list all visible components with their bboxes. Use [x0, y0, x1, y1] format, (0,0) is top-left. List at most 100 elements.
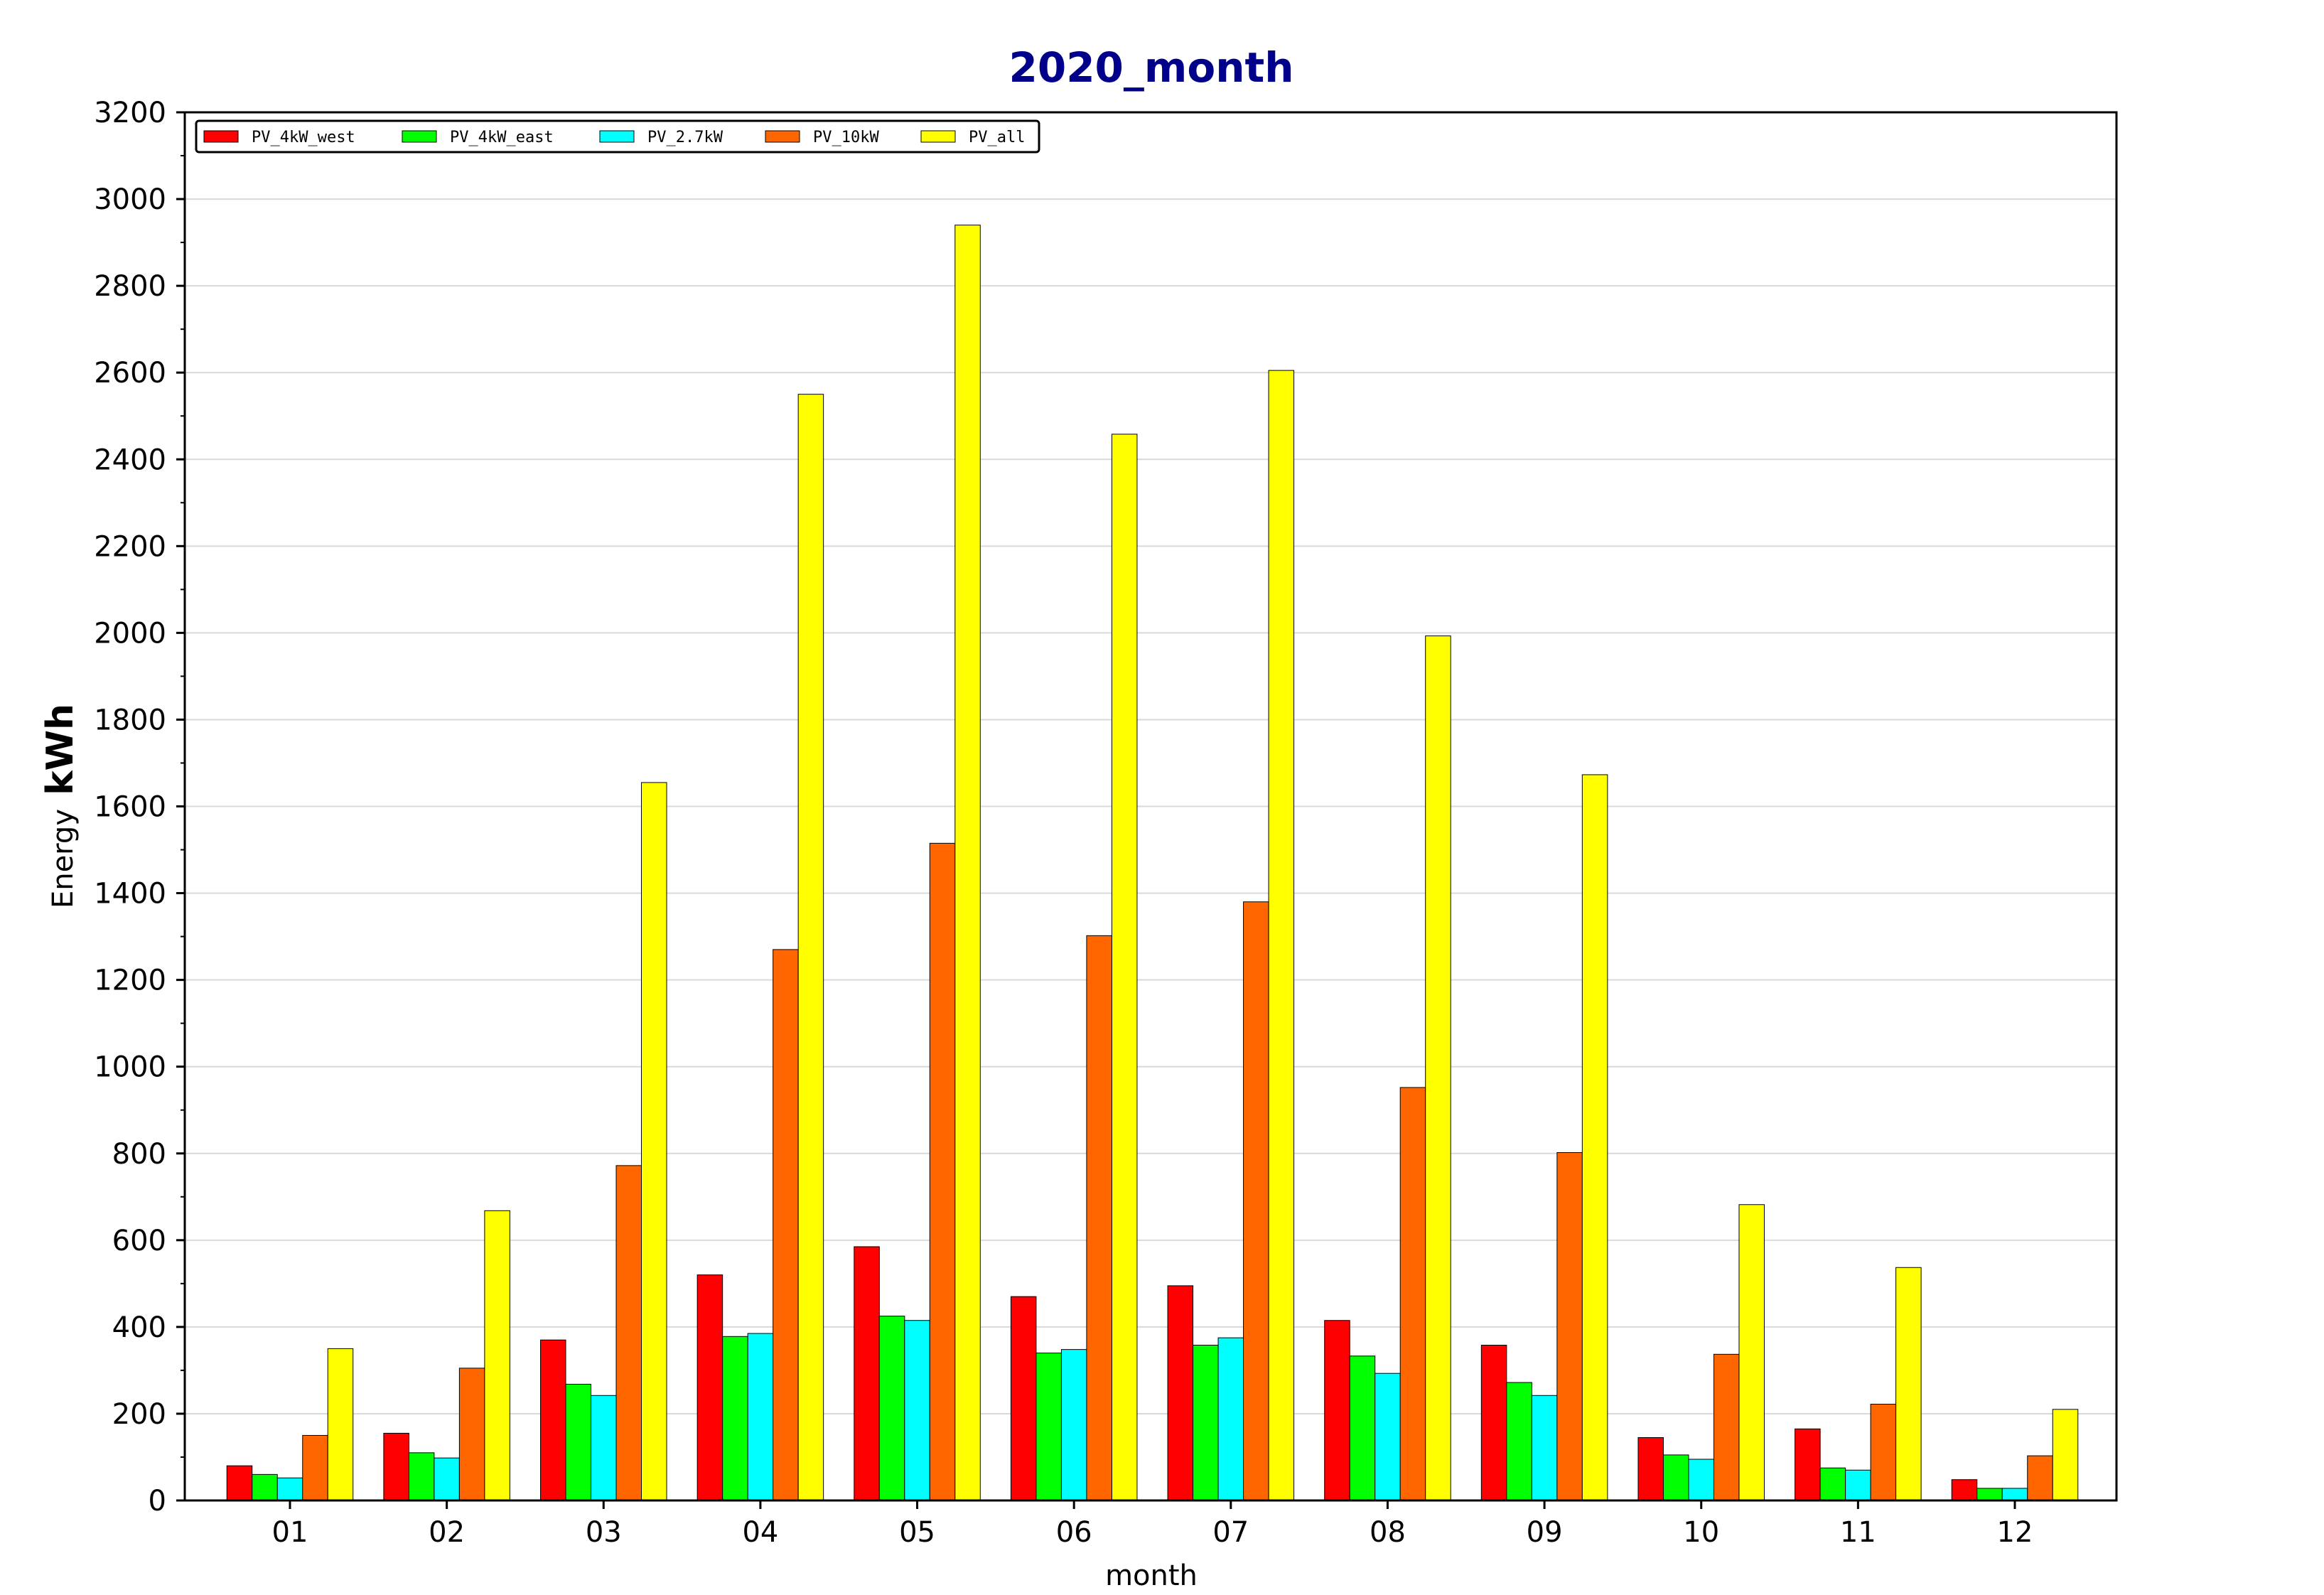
- bar-PV_all-05: [954, 225, 981, 1501]
- bar-PV_all-07: [1268, 370, 1295, 1501]
- bar-PV_4kW_west-06: [1010, 1296, 1037, 1501]
- bar-PV_4kW_west-10: [1637, 1437, 1664, 1501]
- bar-PV_2.7kW-05: [904, 1320, 930, 1501]
- bar-PV_all-03: [641, 782, 667, 1501]
- y-tick-label: 0: [149, 1485, 166, 1518]
- bar-PV_10kW-07: [1243, 901, 1269, 1501]
- bar-PV_4kW_west-09: [1480, 1345, 1507, 1501]
- bar-PV_all-12: [2052, 1409, 2079, 1501]
- bar-PV_all-09: [1581, 774, 1608, 1501]
- y-axis-label: Energy kWh: [39, 704, 82, 908]
- legend-label-PV_4kW_east: PV_4kW_east: [450, 129, 554, 146]
- bar-PV_4kW_east-01: [252, 1473, 278, 1501]
- x-tick-label: 03: [586, 1516, 622, 1549]
- legend-swatch-PV_10kW: [765, 130, 800, 143]
- bar-PV_10kW-01: [302, 1434, 328, 1501]
- y-tick-label: 600: [112, 1225, 166, 1257]
- x-tick-label: 10: [1683, 1516, 1719, 1549]
- bar-PV_2.7kW-11: [1845, 1469, 1871, 1501]
- legend-label-PV_2.7kW: PV_2.7kW: [647, 129, 723, 146]
- bar-PV_all-02: [484, 1210, 510, 1501]
- y-axis-label-prefix: Energy: [47, 809, 80, 908]
- bar-PV_2.7kW-09: [1531, 1395, 1558, 1501]
- legend-label-PV_10kW: PV_10kW: [813, 129, 879, 146]
- bar-PV_all-10: [1738, 1204, 1765, 1501]
- bar-PV_4kW_east-12: [1976, 1488, 2003, 1501]
- bar-PV_4kW_west-11: [1795, 1428, 1821, 1501]
- bar-PV_all-04: [797, 394, 824, 1501]
- bar-PV_4kW_west-01: [226, 1465, 253, 1501]
- x-tick-label: 09: [1527, 1516, 1563, 1549]
- legend: PV_4kW_west PV_4kW_east PV_2.7kW PV_10kW PV_…: [195, 119, 1040, 154]
- bar-PV_10kW-05: [929, 842, 956, 1501]
- y-axis-label-unit: kWh: [39, 704, 82, 795]
- bar-PV_2.7kW-10: [1688, 1459, 1714, 1501]
- x-tick-label: 04: [742, 1516, 778, 1549]
- legend-swatch-PV_4kW_east: [402, 130, 437, 143]
- y-tick-label: 200: [112, 1398, 166, 1431]
- bar-PV_2.7kW-04: [747, 1333, 774, 1501]
- y-tick-label: 1000: [94, 1051, 166, 1084]
- y-axis-ticks: 0 200 400 600 800 1000 1200 1400 1600 1800 2000 220…: [94, 97, 185, 1518]
- x-tick-label: 06: [1056, 1516, 1092, 1549]
- y-tick-label: 400: [112, 1311, 166, 1344]
- x-axis-ticks: 01 02 03 04 05 06 07 08 09 10 11 12: [272, 1500, 2033, 1549]
- x-tick-label: 07: [1212, 1516, 1249, 1549]
- y-tick-label: 2000: [94, 617, 166, 650]
- bar-PV_4kW_east-10: [1662, 1454, 1689, 1501]
- bar-PV_10kW-12: [2027, 1455, 2053, 1501]
- y-tick-label: 1200: [94, 965, 166, 997]
- bar-PV_4kW_east-04: [722, 1336, 748, 1501]
- bars: [226, 225, 2079, 1501]
- legend-swatch-PV_4kW_west: [203, 130, 239, 143]
- x-tick-label: 02: [429, 1516, 465, 1549]
- bar-PV_10kW-09: [1556, 1152, 1583, 1501]
- bar-PV_4kW_east-06: [1035, 1352, 1062, 1501]
- y-tick-label: 1800: [94, 704, 166, 736]
- bar-PV_2.7kW-12: [2001, 1488, 2028, 1501]
- bar-PV_2.7kW-01: [276, 1477, 303, 1501]
- bar-PV_2.7kW-06: [1060, 1349, 1087, 1501]
- bar-PV_2.7kW-08: [1375, 1373, 1401, 1501]
- legend-label-PV_all: PV_all: [969, 129, 1025, 146]
- bar-PV_4kW_west-12: [1951, 1479, 1978, 1501]
- y-tick-label: 1600: [94, 791, 166, 824]
- bar-PV_4kW_east-05: [878, 1316, 905, 1501]
- bar-PV_all-01: [327, 1348, 354, 1501]
- y-tick-label: 3200: [94, 97, 166, 129]
- bar-PV_10kW-08: [1399, 1087, 1426, 1501]
- bar-PV_2.7kW-03: [591, 1395, 617, 1501]
- bar-PV_10kW-04: [773, 949, 799, 1501]
- bar-PV_all-06: [1111, 434, 1138, 1501]
- bar-PV_4kW_east-02: [408, 1452, 435, 1501]
- y-tick-label: 2600: [94, 357, 166, 390]
- grid-lines: [185, 198, 2116, 1414]
- bar-PV_4kW_west-07: [1167, 1285, 1194, 1501]
- bar-PV_4kW_west-04: [696, 1274, 723, 1501]
- bar-PV_4kW_west-08: [1324, 1320, 1350, 1501]
- bar-PV_all-11: [1895, 1267, 1922, 1501]
- x-tick-label: 11: [1840, 1516, 1876, 1549]
- y-tick-label: 2400: [94, 444, 166, 476]
- bar-PV_4kW_west-03: [540, 1339, 566, 1501]
- bar-PV_4kW_east-11: [1819, 1467, 1846, 1501]
- legend-label-PV_4kW_west: PV_4kW_west: [252, 129, 355, 146]
- x-axis-label: month: [1105, 1559, 1198, 1592]
- bar-PV_10kW-10: [1713, 1353, 1740, 1501]
- x-tick-label: 01: [272, 1516, 308, 1549]
- bar-PV_4kW_west-02: [383, 1432, 409, 1501]
- bar-PV_4kW_east-07: [1193, 1345, 1219, 1501]
- bar-PV_4kW_east-08: [1349, 1355, 1376, 1501]
- x-tick-label: 12: [1997, 1516, 2033, 1549]
- bar-PV_2.7kW-07: [1217, 1337, 1244, 1501]
- y-tick-label: 800: [112, 1138, 166, 1171]
- bar-PV_4kW_east-03: [565, 1383, 592, 1501]
- legend-swatch-PV_2.7kW: [599, 130, 635, 143]
- y-tick-label: 2200: [94, 530, 166, 563]
- y-tick-label: 1400: [94, 878, 166, 911]
- bar-PV_10kW-03: [615, 1165, 642, 1501]
- chart-title: 2020_month: [1008, 43, 1293, 92]
- bar-PV_4kW_east-09: [1506, 1382, 1532, 1501]
- legend-swatch-PV_all: [920, 130, 956, 143]
